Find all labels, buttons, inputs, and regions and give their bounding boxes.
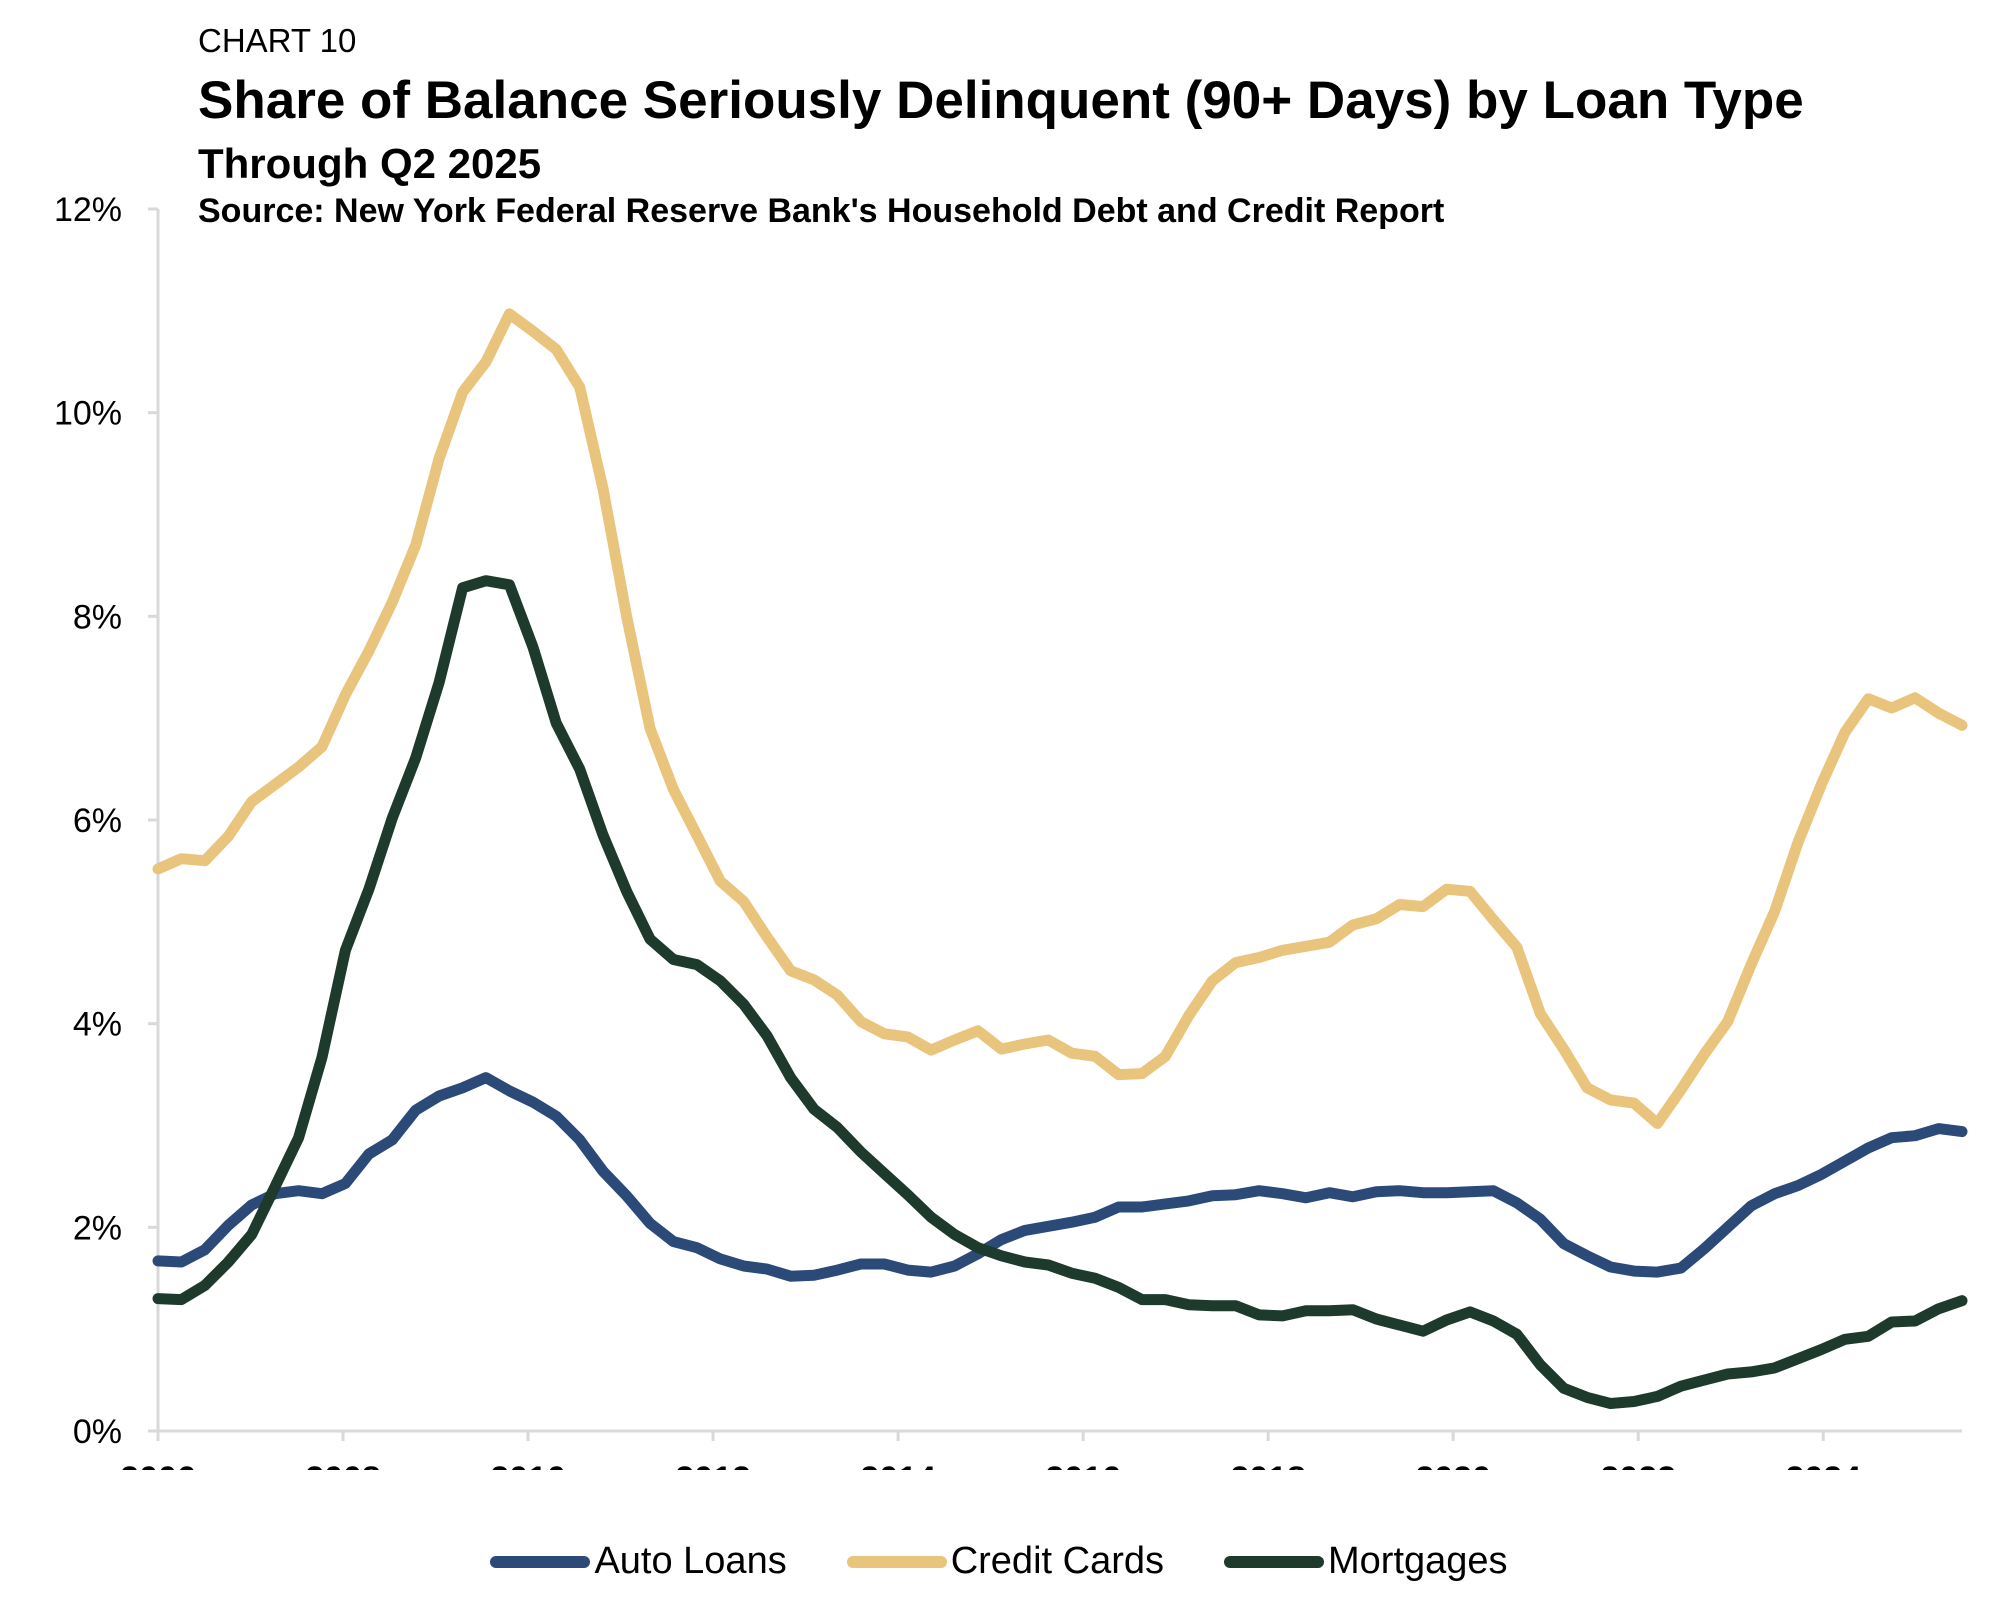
x-tick-label: 2014	[860, 1460, 936, 1470]
y-tick-label: 8%	[73, 598, 122, 636]
x-tick-label: 2012	[675, 1460, 751, 1470]
y-tick-label: 6%	[73, 802, 122, 840]
legend-label-credit-cards: Credit Cards	[950, 1540, 1164, 1582]
x-tick-label: 2024	[1785, 1460, 1861, 1470]
y-tick-label: 4%	[73, 1006, 122, 1044]
x-tick-label: 2010	[490, 1460, 566, 1470]
legend-swatch-mortgages	[1224, 1555, 1324, 1568]
chart-legend: Auto Loans Credit Cards Mortgages	[0, 1540, 1998, 1583]
series-line-credit-cards	[152, 308, 1968, 1129]
x-tick-label: 2006	[120, 1460, 196, 1470]
x-tick-label: 2020	[1415, 1460, 1491, 1470]
y-tick-label: 0%	[73, 1413, 122, 1451]
legend-swatch-credit-cards	[846, 1555, 947, 1568]
x-tick-label: 2008	[305, 1460, 381, 1470]
y-tick-label: 10%	[54, 395, 122, 433]
chart-axes: 0% 2% 4% 6% 8% 10% 12% 2006 2008 2010 2012 2014 2016…	[54, 191, 1962, 1470]
legend-item-credit-cards[interactable]: Credit Cards	[846, 1540, 1164, 1583]
legend-label-mortgages: Mortgages	[1328, 1540, 1508, 1582]
legend-swatch-auto-loans	[490, 1555, 591, 1568]
chart-title: Share of Balance Seriously Delinquent (9…	[198, 71, 1804, 130]
legend-item-auto-loans[interactable]: Auto Loans	[490, 1540, 787, 1583]
series-line-mortgages	[152, 575, 1968, 1409]
chart-label: CHART 10	[198, 22, 357, 59]
x-tick-label: 2016	[1045, 1460, 1121, 1470]
x-tick-label: 2022	[1600, 1460, 1676, 1470]
legend-item-mortgages[interactable]: Mortgages	[1224, 1540, 1508, 1583]
chart-subtitle: Through Q2 2025	[198, 140, 542, 187]
series-layer	[152, 308, 1968, 1409]
y-tick-label: 2%	[73, 1209, 122, 1247]
chart-source: Source: New York Federal Reserve Bank's …	[198, 192, 1445, 230]
y-tick-label: 12%	[54, 191, 122, 229]
legend-label-auto-loans: Auto Loans	[594, 1540, 787, 1582]
x-tick-label: 2018	[1230, 1460, 1306, 1470]
series-line-auto-loans	[152, 1072, 1968, 1282]
chart-plot: 0% 2% 4% 6% 8% 10% 12% 2006 2008 2010 2012 2014 2016…	[54, 191, 1968, 1470]
